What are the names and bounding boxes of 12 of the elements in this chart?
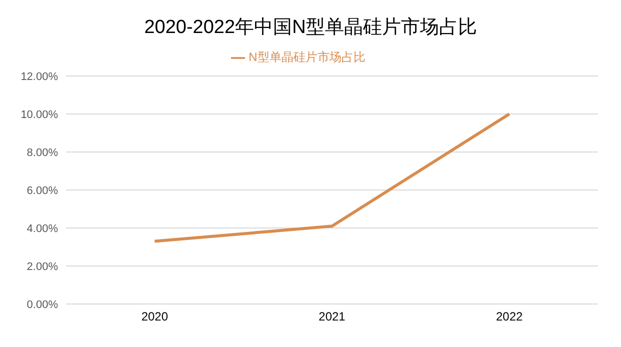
y-tick-label: 6.00%	[26, 184, 58, 197]
y-tick-label: 4.00%	[26, 222, 58, 235]
x-tick-label: 2020	[141, 310, 168, 324]
x-tick-label: 2021	[318, 310, 346, 324]
y-tick-label: 0.00%	[26, 298, 58, 311]
legend-label: N型单晶硅片市场占比	[248, 50, 366, 64]
y-tick-label: 10.00%	[20, 108, 58, 121]
chart-title: 2020-2022年中国N型单晶硅片市场占比	[143, 16, 478, 40]
y-tick-label: 12.00%	[20, 70, 58, 83]
x-tick-label: 2022	[496, 310, 524, 324]
y-tick-label: 2.00%	[26, 260, 58, 273]
y-tick-label: 8.00%	[26, 146, 58, 159]
